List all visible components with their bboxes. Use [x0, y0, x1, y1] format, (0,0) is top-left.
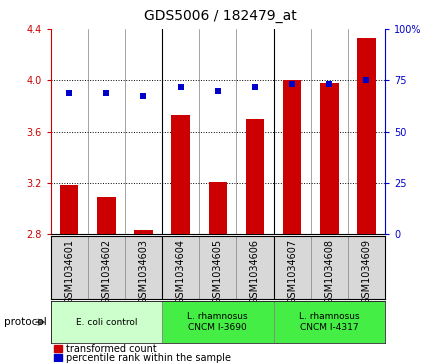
Text: GSM1034604: GSM1034604 — [176, 239, 186, 304]
Text: GSM1034609: GSM1034609 — [361, 239, 371, 304]
Bar — [171, 115, 190, 234]
Bar — [246, 119, 264, 234]
Text: GSM1034602: GSM1034602 — [101, 239, 111, 304]
Bar — [97, 197, 116, 234]
Bar — [274, 301, 385, 343]
Text: GSM1034603: GSM1034603 — [139, 239, 148, 304]
Bar — [283, 80, 301, 234]
Bar — [134, 230, 153, 234]
Text: GDS5006 / 182479_at: GDS5006 / 182479_at — [143, 9, 297, 23]
Text: GSM1034605: GSM1034605 — [213, 239, 223, 304]
Bar — [162, 301, 274, 343]
Bar — [320, 83, 338, 234]
Text: GSM1034601: GSM1034601 — [64, 239, 74, 304]
Text: E. coli control: E. coli control — [76, 318, 137, 327]
Bar — [51, 301, 162, 343]
Text: GSM1034607: GSM1034607 — [287, 239, 297, 304]
Text: transformed count: transformed count — [66, 344, 156, 354]
Text: L. rhamnosus
CNCM I-4317: L. rhamnosus CNCM I-4317 — [299, 313, 359, 332]
Text: GSM1034608: GSM1034608 — [324, 239, 334, 304]
Bar — [60, 185, 78, 234]
Bar — [357, 38, 376, 234]
Text: protocol: protocol — [4, 317, 47, 327]
Text: percentile rank within the sample: percentile rank within the sample — [66, 352, 231, 363]
Text: L. rhamnosus
CNCM I-3690: L. rhamnosus CNCM I-3690 — [187, 313, 248, 332]
Bar — [54, 345, 62, 352]
Bar — [54, 354, 62, 361]
Text: GSM1034606: GSM1034606 — [250, 239, 260, 304]
Bar — [209, 182, 227, 234]
